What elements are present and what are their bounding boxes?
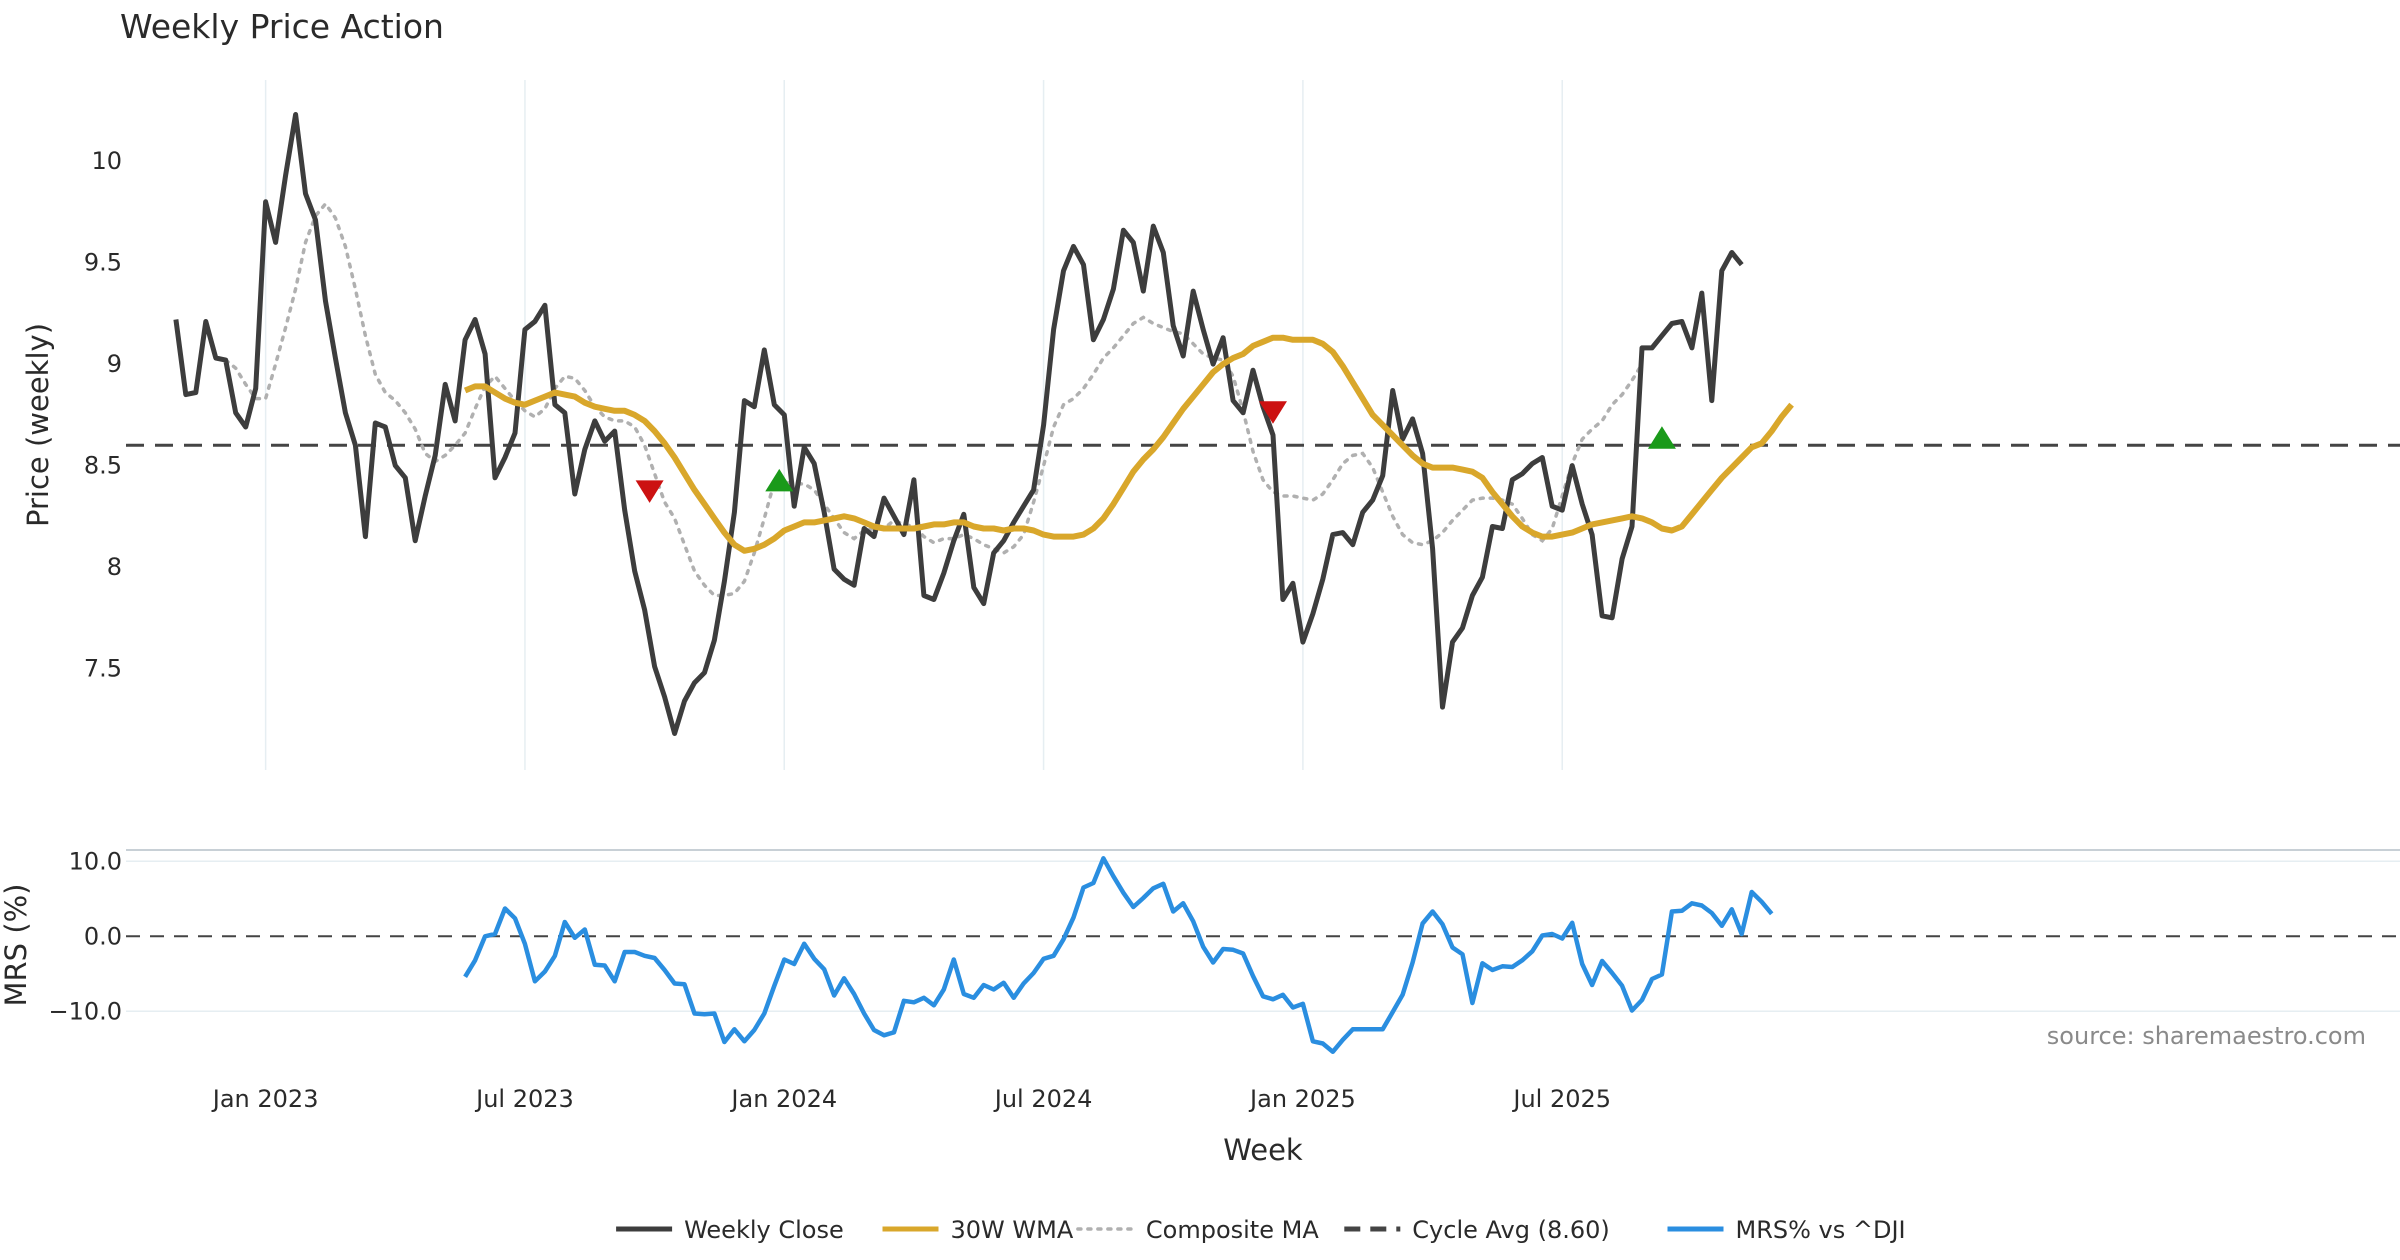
mrs-ytick-label: 0.0 (84, 922, 122, 950)
chart-title: Weekly Price Action (120, 7, 444, 46)
price-ytick-label: 7.5 (84, 655, 122, 683)
buy-signal-marker (1647, 426, 1676, 449)
price-ytick-label: 9 (107, 350, 122, 378)
price-y-axis-label: Price (weekly) (21, 323, 55, 527)
legend-label: Cycle Avg (8.60) (1412, 1216, 1609, 1244)
price-ytick-label: 9.5 (84, 249, 122, 277)
mrs-line (463, 856, 1774, 1055)
legend-label: MRS% vs ^DJI (1736, 1216, 1906, 1244)
mrs-gridlines (126, 860, 2400, 1012)
mrs-y-ticks: 10.0 0.0 −10.0 (48, 847, 122, 1025)
mrs-ytick-label: 10.0 (69, 847, 122, 875)
mrs-ytick-label: −10.0 (48, 997, 122, 1025)
x-axis-ticks: Jan 2023 Jul 2023 Jan 2024 Jul 2024 Jan 2025… (211, 1085, 1611, 1113)
weekly-close-line (173, 112, 1744, 736)
sell-signal-marker (1258, 401, 1287, 424)
legend: Weekly Close 30W WMA Composite MA Cycle Avg… (616, 1216, 1906, 1244)
legend-label: Weekly Close (684, 1216, 844, 1244)
mrs-panel: 10.0 0.0 −10.0 MRS (%) source: sharemaestr… (0, 847, 2400, 1055)
x-tick-label: Jan 2025 (1248, 1085, 1356, 1113)
mrs-y-axis-label: MRS (%) (0, 884, 33, 1007)
legend-item: MRS% vs ^DJI (1667, 1216, 1906, 1244)
price-ytick-label: 8 (107, 553, 122, 581)
x-tick-label: Jul 2025 (1511, 1085, 1611, 1113)
signal-markers (635, 401, 1676, 503)
price-y-ticks: 7.5 8 8.5 9 9.5 10 (84, 147, 122, 682)
x-tick-label: Jan 2024 (729, 1085, 837, 1113)
price-gridlines (264, 80, 1563, 770)
x-tick-label: Jul 2024 (993, 1085, 1093, 1113)
price-panel: 7.5 8 8.5 9 9.5 10 Price (weekly) (21, 80, 2400, 770)
wma-30w-line (463, 334, 1794, 554)
price-ytick-label: 10 (91, 147, 122, 175)
x-tick-label: Jul 2023 (474, 1085, 574, 1113)
buy-signal-marker (765, 468, 794, 492)
legend-label: Composite MA (1146, 1216, 1319, 1244)
x-tick-label: Jan 2023 (211, 1085, 319, 1113)
legend-item: 30W WMA (882, 1216, 1074, 1244)
legend-label: 30W WMA (951, 1216, 1074, 1244)
sell-signal-marker (635, 480, 664, 503)
mrs-series-group (463, 856, 1774, 1055)
x-axis-label: Week (1223, 1133, 1303, 1167)
price-series-group (173, 112, 1794, 736)
legend-item: Weekly Close (616, 1216, 844, 1244)
source-note: source: sharemaestro.com (2047, 1022, 2366, 1050)
composite-ma-line (223, 200, 1644, 598)
price-ytick-label: 8.5 (84, 452, 122, 480)
legend-item: Cycle Avg (8.60) (1344, 1216, 1610, 1244)
legend-item: Composite MA (1076, 1216, 1319, 1244)
